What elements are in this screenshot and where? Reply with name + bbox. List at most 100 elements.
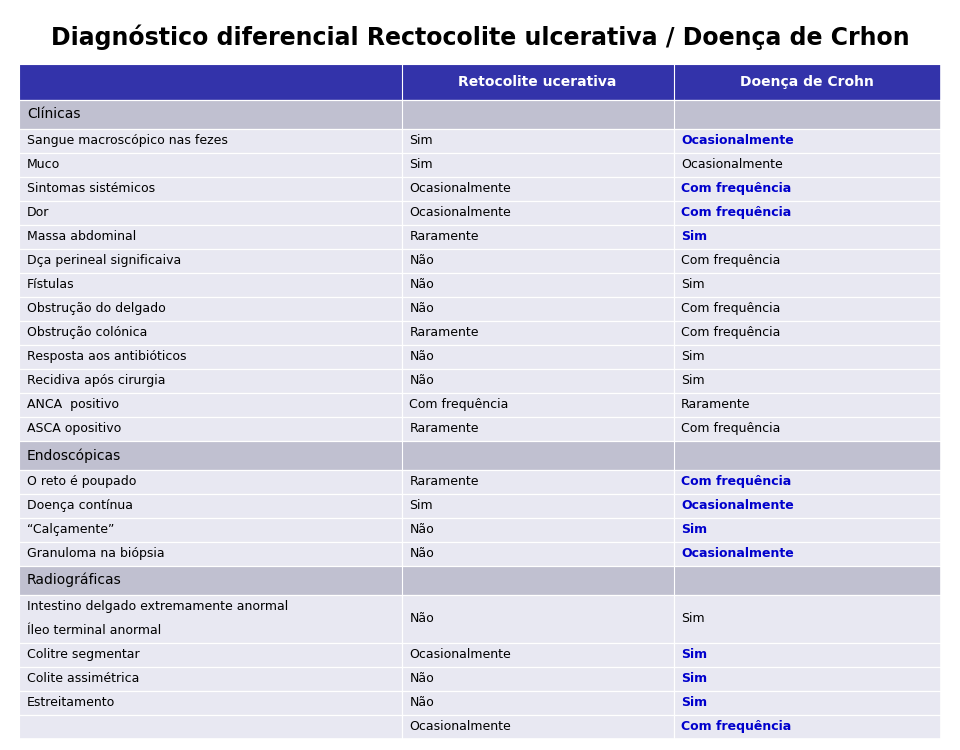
Bar [674,128,941,153]
Text: Endoscópicas: Endoscópicas [27,448,121,463]
Bar [674,595,941,643]
Text: Muco: Muco [27,158,60,171]
Text: Ocasionalmente: Ocasionalmente [409,206,511,219]
Bar [19,321,401,345]
Text: Colite assimétrica: Colite assimétrica [27,672,139,686]
Bar [401,470,674,494]
Text: Com frequência: Com frequência [682,206,791,219]
Text: Clínicas: Clínicas [27,107,81,122]
Bar [19,297,401,321]
Text: “Calçamente”: “Calçamente” [27,524,114,536]
Text: Raramente: Raramente [409,326,479,339]
Text: Sangue macroscópico nas fezes: Sangue macroscópico nas fezes [27,134,228,147]
Bar [401,249,674,273]
Text: Sim: Sim [682,648,708,662]
Text: Ocasionalmente: Ocasionalmente [409,720,511,734]
Bar [19,542,401,566]
Bar [401,225,674,249]
Bar [401,273,674,297]
Text: Raramente: Raramente [409,422,479,435]
Bar [401,297,674,321]
Text: Não: Não [409,350,434,363]
Text: Massa abdominal: Massa abdominal [27,230,136,243]
Text: Ocasionalmente: Ocasionalmente [682,548,794,560]
Text: Não: Não [409,696,434,709]
Bar [674,643,941,667]
Bar [674,417,941,441]
Bar [674,715,941,739]
Text: Não: Não [409,612,434,626]
Bar [19,153,401,177]
Bar [19,64,941,100]
Text: Estreitamento: Estreitamento [27,696,115,709]
Bar [401,369,674,393]
Bar [401,393,674,417]
Text: Resposta aos antibióticos: Resposta aos antibióticos [27,350,186,363]
Text: Obstrução do delgado: Obstrução do delgado [27,302,166,315]
Text: Com frequência: Com frequência [682,254,780,267]
Text: Ocasionalmente: Ocasionalmente [682,500,794,512]
Text: Não: Não [409,302,434,315]
Bar [19,417,401,441]
Text: Não: Não [409,524,434,536]
Bar [19,518,401,542]
Text: Sim: Sim [409,500,433,512]
Bar [19,667,401,691]
Bar [674,470,941,494]
Bar [401,595,674,643]
Text: Com frequência: Com frequência [682,182,791,195]
Text: Sintomas sistémicos: Sintomas sistémicos [27,182,155,195]
Bar [401,542,674,566]
Text: Raramente: Raramente [409,230,479,243]
Bar [674,345,941,369]
Bar [674,225,941,249]
Bar [674,321,941,345]
Bar [674,153,941,177]
Text: Sim: Sim [682,696,708,709]
Bar [19,128,401,153]
Bar [401,715,674,739]
Bar [19,393,401,417]
Text: Sim: Sim [682,672,708,686]
Text: Dça perineal significaiva: Dça perineal significaiva [27,254,181,267]
Bar [19,100,941,128]
Bar [401,153,674,177]
Bar [19,595,401,643]
Text: Ocasionalmente: Ocasionalmente [682,134,794,147]
Bar [674,249,941,273]
Bar [674,667,941,691]
Text: Íleo terminal anormal: Íleo terminal anormal [27,624,161,638]
Text: Obstrução colónica: Obstrução colónica [27,326,147,339]
Text: Sim: Sim [682,524,708,536]
Text: Radiográficas: Radiográficas [27,573,122,587]
Text: Não: Não [409,278,434,291]
Bar [19,566,941,595]
Bar [19,225,401,249]
Bar [19,201,401,225]
Bar [19,441,941,470]
Bar [674,177,941,201]
Bar [19,369,401,393]
Text: Retocolite ucerativa: Retocolite ucerativa [459,75,616,88]
Text: Não: Não [409,254,434,267]
Bar [674,369,941,393]
Text: Sim: Sim [682,278,705,291]
Text: Sim: Sim [409,134,433,147]
Bar [674,518,941,542]
Text: Recidiva após cirurgia: Recidiva após cirurgia [27,374,165,387]
Bar [19,715,401,739]
Text: Com frequência: Com frequência [682,326,780,339]
Text: Com frequência: Com frequência [409,398,509,411]
Bar [19,249,401,273]
Bar [674,691,941,715]
Bar [401,417,674,441]
Bar [674,273,941,297]
Text: Doença contínua: Doença contínua [27,500,132,512]
Text: O reto é poupado: O reto é poupado [27,476,136,488]
Bar [19,691,401,715]
Bar [401,691,674,715]
Bar [401,201,674,225]
Bar [401,494,674,517]
Text: Ocasionalmente: Ocasionalmente [682,158,783,171]
Text: Com frequência: Com frequência [682,720,791,734]
